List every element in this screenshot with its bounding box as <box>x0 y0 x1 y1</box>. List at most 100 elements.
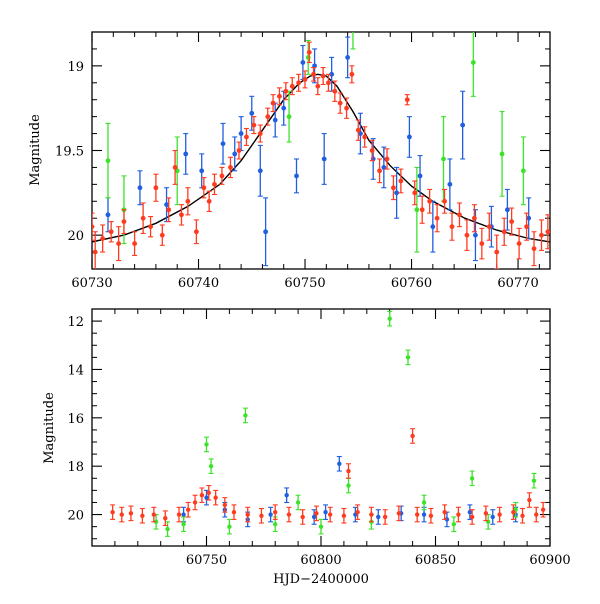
data-point <box>456 512 461 517</box>
data-point <box>447 181 453 187</box>
data-point <box>222 502 228 508</box>
data-point <box>289 83 295 89</box>
data-point <box>314 511 319 516</box>
data-point <box>387 316 392 321</box>
data-point <box>362 134 368 140</box>
data-point <box>430 224 436 230</box>
data-point <box>273 522 278 527</box>
data-point <box>405 355 411 360</box>
y-tick-label: 18 <box>67 460 84 475</box>
data-point <box>300 60 306 65</box>
data-point <box>206 198 212 204</box>
data-point <box>410 433 415 439</box>
data-point <box>185 198 191 204</box>
data-point <box>320 73 326 79</box>
data-point <box>434 215 440 221</box>
data-point <box>451 522 457 527</box>
data-point <box>419 207 425 213</box>
data-point <box>391 185 396 191</box>
top-y-tick-labels: 19 19.5 20 <box>55 60 84 244</box>
data-point <box>208 463 214 469</box>
data-point <box>243 413 248 418</box>
data-point <box>181 522 186 527</box>
data-point <box>137 185 143 191</box>
data-point <box>110 509 115 515</box>
x-tick-label: 60900 <box>529 553 570 568</box>
data-point <box>449 224 455 230</box>
data-point <box>105 212 111 218</box>
data-point <box>346 468 351 474</box>
data-point <box>257 168 263 174</box>
data-point <box>479 241 485 247</box>
data-point <box>427 198 433 204</box>
data-point <box>520 168 526 174</box>
data-point <box>296 80 302 86</box>
data-point <box>132 241 138 247</box>
data-point <box>201 185 207 191</box>
data-point <box>204 442 209 447</box>
data-point <box>464 232 470 238</box>
x-tick-label: 60760 <box>391 276 432 291</box>
data-point <box>384 156 390 162</box>
data-point <box>227 524 232 529</box>
x-tick-label: 60770 <box>497 276 538 291</box>
data-point <box>164 202 169 208</box>
data-point <box>469 514 475 520</box>
data-point <box>509 219 515 225</box>
data-point <box>524 224 529 230</box>
data-point <box>306 49 312 55</box>
data-point <box>421 500 427 505</box>
data-point <box>272 117 278 123</box>
y-tick-label: 19 <box>67 60 84 75</box>
y-tick-label: 12 <box>67 315 84 330</box>
data-point <box>199 493 205 498</box>
data-point <box>369 148 375 153</box>
data-point <box>377 168 382 174</box>
data-point <box>220 141 226 147</box>
data-point <box>140 513 145 518</box>
data-point <box>457 212 462 218</box>
data-point <box>286 512 292 517</box>
data-point <box>153 185 159 191</box>
data-point <box>382 514 388 520</box>
data-point <box>265 114 271 120</box>
bottom-x-axis-title: HJD−2400000 <box>273 572 369 587</box>
data-point <box>497 512 502 517</box>
data-point <box>327 512 333 517</box>
data-point <box>417 173 423 179</box>
data-point <box>204 495 209 500</box>
data-point <box>228 165 233 170</box>
data-point <box>311 71 316 77</box>
data-point <box>159 232 165 238</box>
data-point <box>471 215 477 221</box>
data-point <box>105 158 111 164</box>
data-point <box>92 249 98 255</box>
data-point <box>116 241 122 247</box>
data-point <box>526 215 532 221</box>
data-point <box>259 513 264 518</box>
data-point <box>470 60 476 65</box>
x-tick-label: 60800 <box>300 553 341 568</box>
data-point <box>249 110 255 116</box>
x-tick-label: 60730 <box>71 276 112 291</box>
data-point <box>176 512 182 517</box>
data-point <box>376 514 381 520</box>
data-point <box>414 207 420 213</box>
data-point <box>140 215 146 221</box>
data-point <box>404 97 410 103</box>
data-point <box>281 105 287 111</box>
data-point <box>273 509 278 515</box>
data-point <box>172 165 178 170</box>
data-point <box>511 509 516 515</box>
data-point <box>486 224 492 230</box>
data-point <box>206 490 211 495</box>
data-point <box>163 515 168 521</box>
top-y-axis-title: Magnitude <box>28 114 43 186</box>
data-point <box>238 131 244 136</box>
data-point <box>545 229 550 235</box>
data-point <box>311 514 317 520</box>
zoomed-light-curve-panel: 60730 60740 60750 60760 60770 19 19.5 20 Magni… <box>28 31 551 291</box>
data-point <box>414 512 420 517</box>
bottom-y-axis-title: Magnitude <box>42 392 57 464</box>
data-point <box>284 493 289 498</box>
